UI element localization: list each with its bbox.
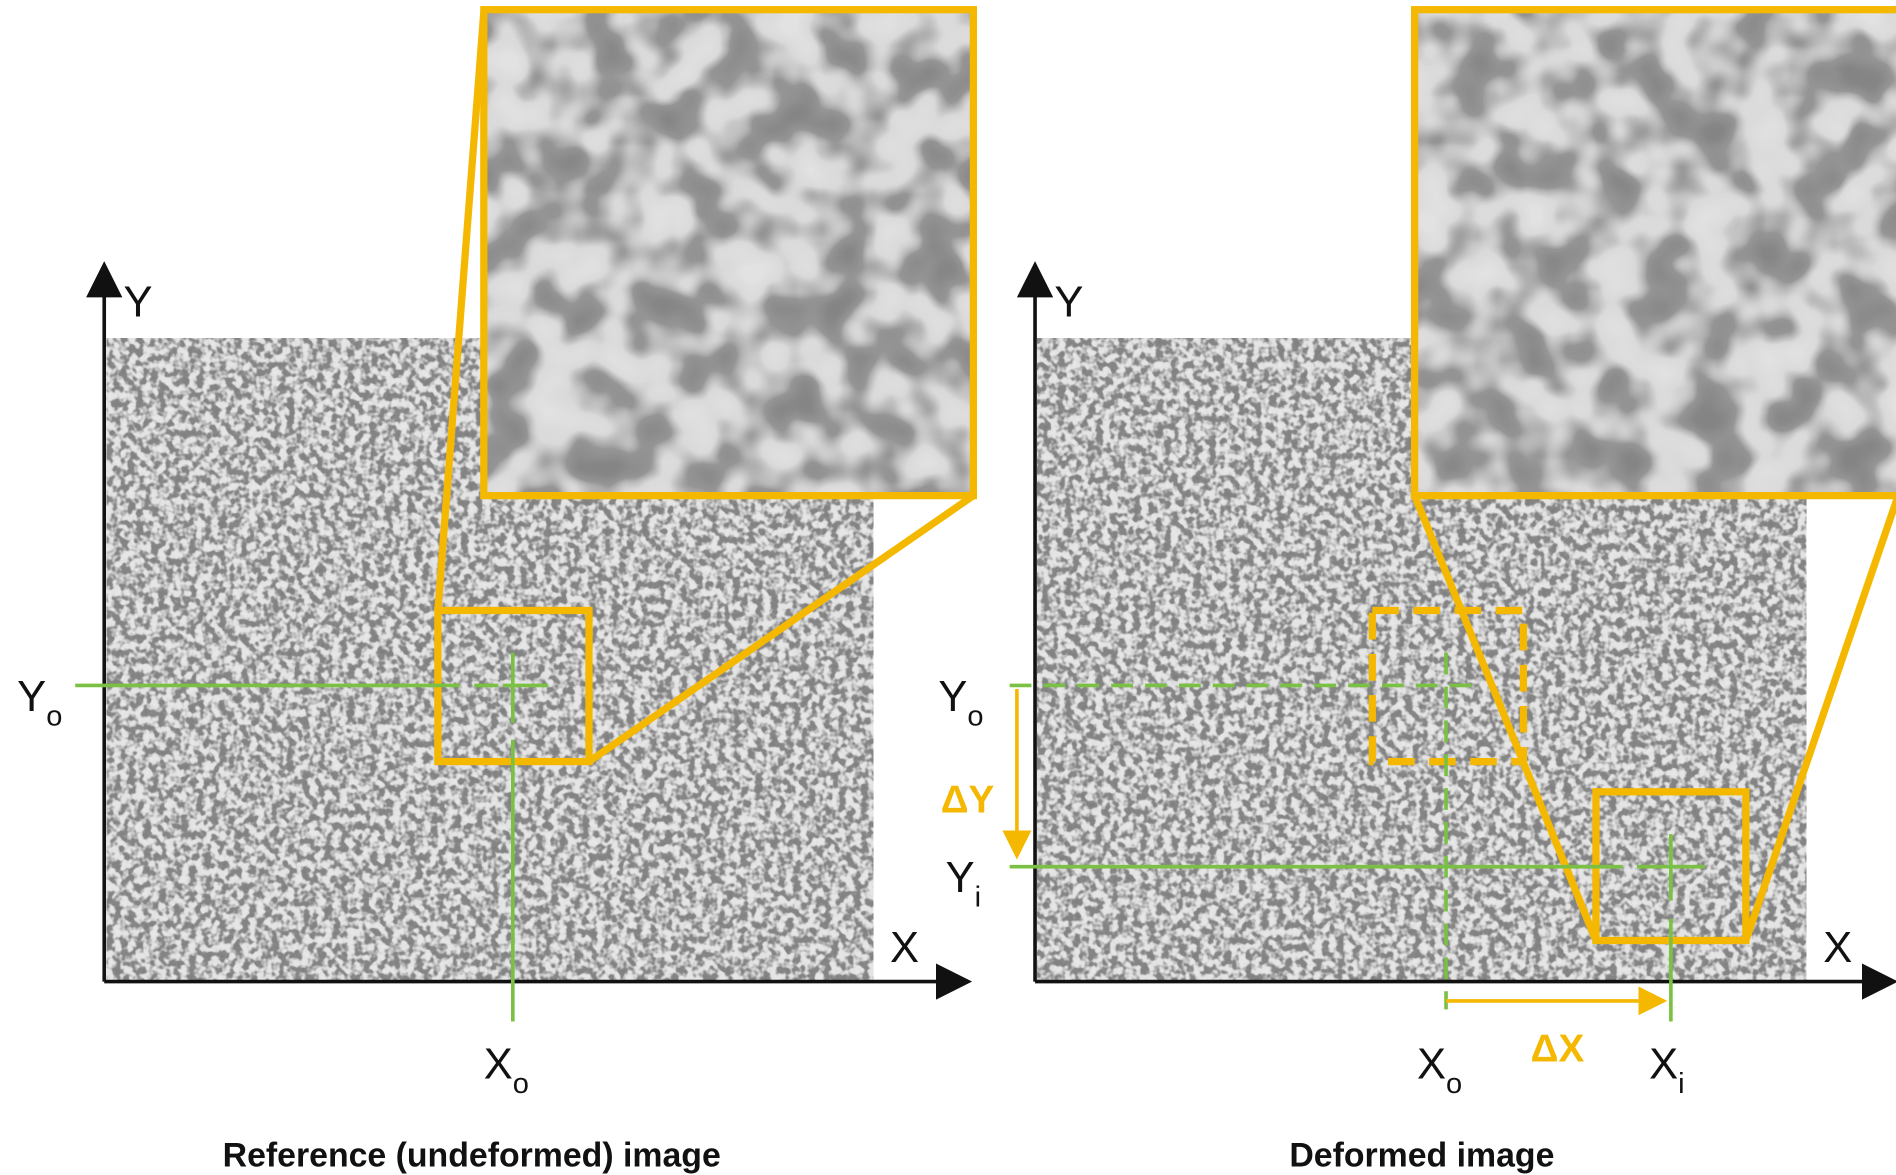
zoom-image (484, 10, 974, 496)
coord-label: Yi (946, 854, 981, 914)
deformed-panel: Y X ΔY ΔX Yo Yi Xo Xi Deformed image (938, 10, 1896, 1175)
delta-label: ΔY (941, 778, 995, 821)
caption: Reference (undeformed) image (223, 1137, 721, 1175)
coord-label: Xo (1417, 1040, 1462, 1100)
delta-label: ΔX (1531, 1027, 1585, 1070)
coord-label: Xo (484, 1040, 529, 1100)
caption: Deformed image (1289, 1137, 1554, 1175)
zoom-image (1415, 10, 1896, 496)
axis-label: Y (1054, 279, 1083, 327)
diagram: Y X Yo Xo Reference (undeformed) image Y… (0, 0, 1896, 1175)
reference-panel: Y X Yo Xo Reference (undeformed) image (17, 10, 973, 1175)
axis-label: Y (124, 279, 153, 327)
coord-label: Yo (938, 673, 983, 733)
axis-label: X (1823, 924, 1852, 972)
coord-label: Xi (1649, 1040, 1684, 1100)
axis-label: X (890, 924, 919, 972)
coord-label: Yo (17, 673, 62, 733)
